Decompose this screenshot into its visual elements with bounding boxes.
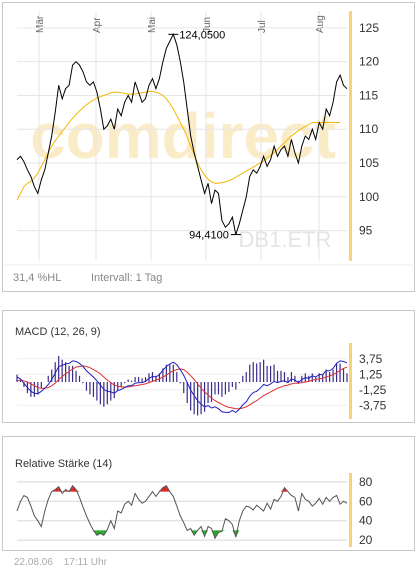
price-chart-panel: comdirect DB1.ETR Mär Apr Mai Jun Jul Aug 125 120…	[2, 2, 416, 292]
footer-date: 22.08.06	[14, 557, 53, 568]
month-label: Jul	[257, 20, 268, 33]
rsi-y-tick-label: 60	[359, 494, 373, 508]
y-tick-label: 100	[359, 190, 379, 204]
rsi-oversold-fill	[201, 530, 205, 537]
axis-bar	[349, 473, 352, 547]
y-tick-label: 105	[359, 156, 379, 170]
rsi-oversold-fill	[96, 530, 101, 536]
macd-y-tick-label: 3,75	[359, 352, 383, 366]
month-label: Mai	[147, 17, 158, 33]
rsi-y-tick-label: 80	[359, 475, 373, 489]
footer-time: 17:11 Uhr	[63, 557, 107, 568]
rsi-y-tick-label: 40	[359, 514, 373, 528]
rsi-line	[16, 484, 348, 540]
price-chart: comdirect DB1.ETR Mär Apr Mai Jun Jul Aug 125 120…	[3, 11, 416, 284]
axis-bar	[349, 343, 352, 419]
interval-label: Intervall: 1 Tag	[91, 272, 162, 284]
month-label: Apr	[92, 17, 103, 33]
rsi-oversold-fill	[103, 530, 108, 536]
month-label: Aug	[315, 15, 326, 33]
low-annotation: 94,4100	[189, 230, 229, 242]
rsi-title: Relative Stärke (14)	[15, 458, 112, 470]
signal-line	[16, 365, 348, 410]
watermark: comdirect	[30, 100, 336, 172]
y-tick-label: 110	[359, 122, 378, 136]
rsi-oversold-fill	[204, 530, 209, 537]
macd-panel: MACD (12, 26, 9) 3,75 1,25 -1,25 -3,75	[2, 310, 415, 423]
macd-y-tick-label: -3,75	[359, 398, 387, 412]
moving-average-line	[16, 90, 341, 201]
hl-label: 31,4 %HL	[13, 272, 61, 284]
symbol-label: DB1.ETR	[239, 227, 332, 252]
macd-y-tick-label: 1,25	[359, 367, 383, 381]
price-line	[16, 32, 348, 235]
macd-y-tick-label: -1,25	[359, 383, 387, 397]
month-label: Jun	[202, 17, 213, 33]
y-tick-label: 125	[359, 21, 379, 35]
rsi-oversold-fill	[221, 530, 226, 532]
axis-bar	[349, 11, 352, 261]
y-tick-label: 120	[359, 55, 379, 69]
footer: 22.08.06 17:11 Uhr	[14, 557, 115, 568]
macd-line	[16, 360, 348, 414]
macd-title: MACD (12, 26, 9)	[15, 326, 101, 338]
y-tick-label: 115	[359, 88, 378, 102]
rsi-chart: Relative Stärke (14) 80 60 40 20	[15, 458, 373, 547]
rsi-oversold-fill	[194, 530, 198, 536]
rsi-oversold-fill	[211, 530, 215, 539]
rsi-panel: Relative Stärke (14) 80 60 40 20	[2, 436, 415, 551]
month-label: Mär	[35, 15, 46, 33]
rsi-oversold-fill	[232, 530, 236, 538]
macd-chart: MACD (12, 26, 9) 3,751,25 -1,25-3,75	[15, 326, 387, 419]
rsi-oversold-fill	[100, 530, 104, 536]
high-annotation: 124,0500	[179, 29, 225, 41]
y-tick-label: 95	[359, 224, 373, 238]
rsi-y-tick-label: 20	[359, 533, 373, 547]
